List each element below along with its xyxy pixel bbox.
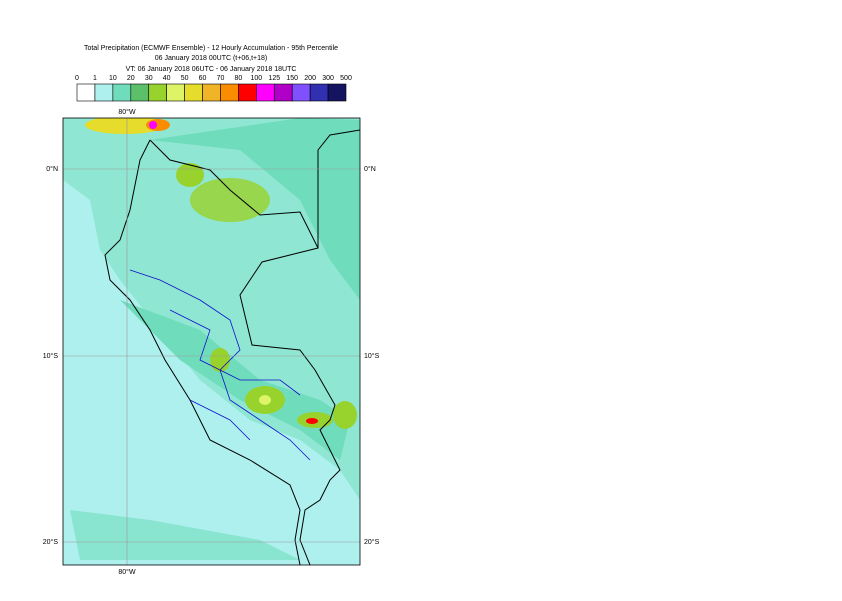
title-line: VT: 06 January 2018 06UTC - 06 January 2… [126, 66, 297, 73]
coastline [104, 139, 301, 565]
precip-area [120, 300, 350, 460]
title-line: 06 January 2018 00UTC (t+06,t+18) [155, 55, 267, 62]
legend-swatch [238, 83, 257, 102]
map [63, 118, 360, 565]
legend-swatch [94, 83, 114, 102]
lat-label: 10°S [364, 352, 380, 360]
legend-label: 80 [235, 75, 243, 82]
legend-label: 1 [93, 75, 97, 82]
legend: 0 1 10 20 30 40 50 60 70 80 100 125 150 200 300 500 [75, 75, 352, 102]
legend-label: 10 [109, 75, 117, 82]
legend-label: 50 [181, 75, 189, 82]
legend-label: 40 [163, 75, 171, 82]
lat-label: 0°N [46, 165, 58, 173]
legend-swatch [166, 83, 185, 102]
lat-label: 20°S [364, 538, 380, 546]
legend-swatch [112, 83, 132, 102]
precip-area [306, 418, 318, 424]
legend-label: 20 [127, 75, 135, 82]
lon-label: 80°W [118, 108, 136, 116]
precip-area [70, 510, 300, 560]
region-border [129, 269, 311, 461]
legend-swatch [184, 83, 203, 102]
border [149, 139, 341, 565]
legend-label: 30 [145, 75, 153, 82]
title-line: Total Precipitation (ECMWF Ensemble) - 1… [84, 45, 338, 52]
legend-swatch [273, 83, 293, 102]
precip-area [149, 121, 157, 129]
legend-label: 200 [304, 75, 316, 82]
precip-area [210, 348, 230, 372]
map-frame [62, 117, 361, 566]
legend-label: 500 [340, 75, 352, 82]
precip-area [176, 163, 204, 187]
precip-area [85, 118, 165, 134]
legend-label: 150 [286, 75, 298, 82]
lat-label: 20°S [43, 538, 59, 546]
legend-swatch [148, 83, 167, 102]
lat-label: 10°S [43, 352, 59, 360]
legend-label: 100 [250, 75, 262, 82]
legend-swatch [220, 83, 239, 102]
lon-label: 80°W [118, 568, 136, 576]
border [317, 129, 360, 248]
legend-label: 70 [217, 75, 225, 82]
legend-label: 125 [268, 75, 280, 82]
legend-swatch [76, 83, 96, 102]
legend-swatch [202, 83, 221, 102]
legend-label: 300 [322, 75, 334, 82]
legend-label: 60 [199, 75, 207, 82]
precip-area [190, 178, 270, 222]
legend-swatch [256, 83, 275, 102]
precip-area [259, 395, 271, 405]
legend-swatch [309, 83, 329, 102]
precip-area [333, 401, 357, 429]
precip-area [150, 118, 360, 300]
legend-swatch [291, 83, 311, 102]
legend-swatch [130, 83, 150, 102]
legend-swatch [327, 83, 347, 102]
lat-label: 0°N [364, 165, 376, 173]
legend-label: 0 [75, 75, 79, 82]
